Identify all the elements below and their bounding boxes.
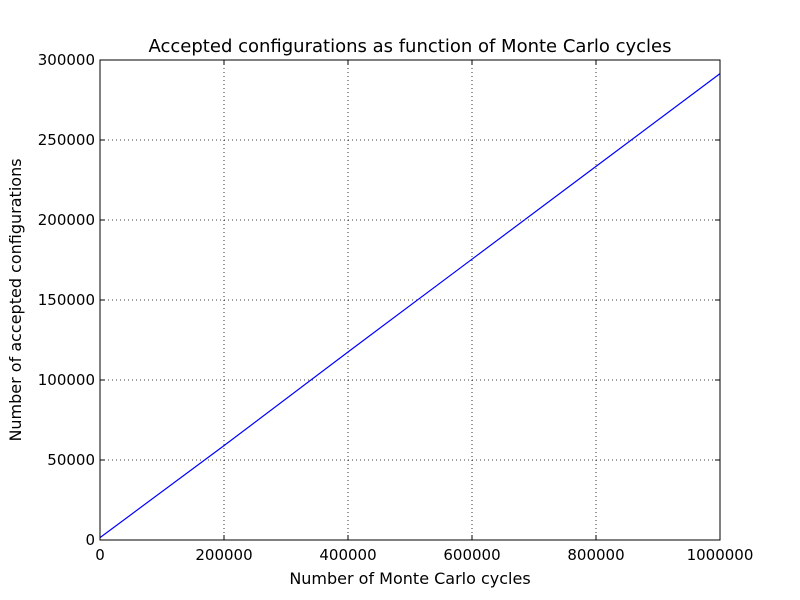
- y-tick-label: 250000: [38, 131, 95, 149]
- x-tick-label: 800000: [567, 546, 624, 564]
- x-tick-label: 400000: [319, 546, 376, 564]
- y-tick-label: 150000: [38, 291, 95, 309]
- y-tick-label: 100000: [38, 371, 95, 389]
- series-layer: [99, 73, 721, 539]
- y-axis-label: Number of accepted configurations: [6, 158, 25, 441]
- x-tick-label: 0: [95, 546, 105, 564]
- series-line-0: [99, 73, 721, 539]
- y-tick-label: 50000: [47, 451, 95, 469]
- x-tick-label: 1000000: [687, 546, 754, 564]
- y-tick-label: 0: [85, 531, 95, 549]
- y-tick-label: 200000: [38, 211, 95, 229]
- y-tick-label: 300000: [38, 51, 95, 69]
- x-axis-label: Number of Monte Carlo cycles: [289, 569, 530, 588]
- tick-layer: 0 200000 400000 600000 800000 1000000 0 50000 10…: [38, 51, 754, 564]
- chart-title: Accepted configurations as function of M…: [149, 36, 672, 57]
- x-tick-label: 200000: [195, 546, 252, 564]
- x-tick-label: 600000: [443, 546, 500, 564]
